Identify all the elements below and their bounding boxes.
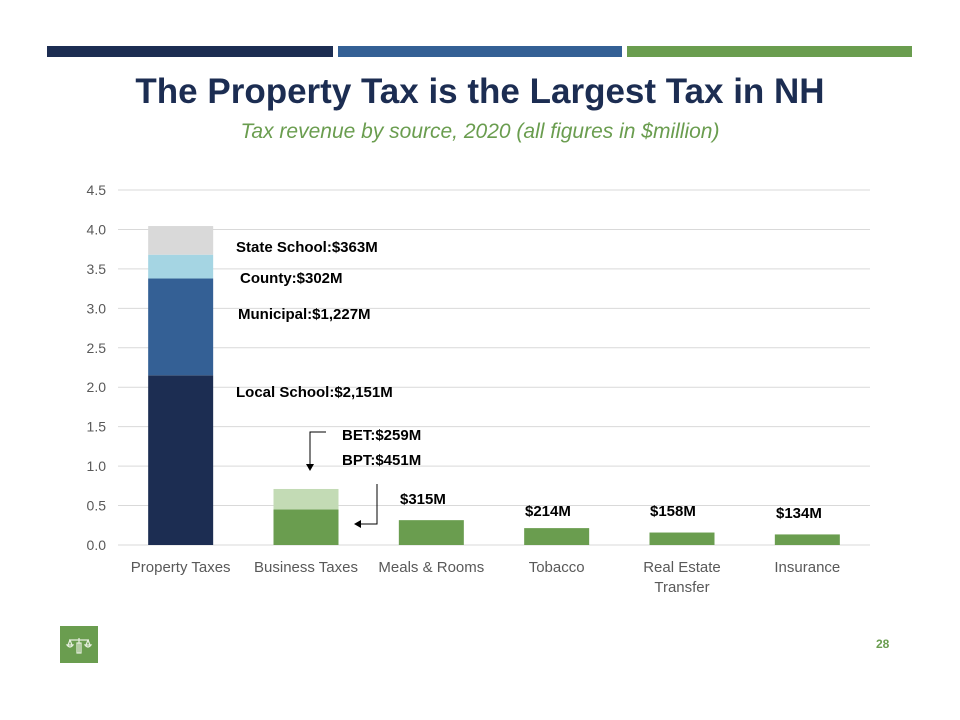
scales-of-justice-icon — [65, 638, 93, 654]
slide-title: The Property Tax is the Largest Tax in N… — [135, 72, 825, 111]
bet-arrow-line — [309, 431, 326, 465]
data-labels: State School:$363M County:$302M Municipal:… — [236, 239, 822, 522]
y-tick-label: 2.5 — [87, 340, 107, 356]
x-category-label: Transfer — [654, 579, 709, 596]
y-tick-label: 1.0 — [87, 458, 107, 474]
data-label: County:$302M — [240, 270, 343, 287]
header-bar-navy — [47, 46, 333, 57]
y-tick-label: 1.5 — [87, 419, 107, 435]
data-label: $134M — [776, 505, 822, 522]
bar-segment-municipal — [148, 278, 214, 376]
bar-segment-tobacco — [524, 528, 590, 545]
header-bar-green — [627, 46, 912, 57]
y-tick-label: 4.5 — [87, 182, 107, 198]
bar-segment-real-estate-transfer — [649, 532, 715, 545]
bpt-arrow-line — [360, 484, 378, 525]
y-axis-ticks: 0.0 0.5 1.0 1.5 2.0 2.5 3.0 3.5 4.0 4.5 — [87, 182, 107, 553]
x-category-label: Real Estate — [643, 559, 721, 576]
x-category-label: Tobacco — [529, 559, 585, 576]
data-label: BPT:$451M — [342, 452, 421, 469]
y-tick-label: 4.0 — [87, 221, 107, 237]
y-tick-label: 0.0 — [87, 537, 107, 553]
bar-segment-county — [148, 254, 214, 279]
y-tick-label: 0.5 — [87, 498, 107, 514]
logo — [60, 626, 98, 663]
x-category-label: Meals & Rooms — [378, 559, 484, 576]
y-tick-label: 3.5 — [87, 261, 107, 277]
data-label: Local School:$2,151M — [236, 384, 393, 401]
bet-arrow-head — [306, 464, 314, 471]
data-label: $214M — [525, 503, 571, 520]
data-label: Municipal:$1,227M — [238, 306, 371, 323]
x-axis-labels: Property Taxes Business Taxes Meals & Room… — [131, 559, 840, 596]
data-label: State School:$363M — [236, 239, 378, 256]
bar-segment-local-school — [148, 375, 214, 545]
bar-segment-insurance — [774, 534, 840, 545]
bar-segment-meals-rooms — [398, 520, 464, 545]
callout-arrows — [306, 431, 378, 528]
data-label: BET:$259M — [342, 427, 421, 444]
x-category-label: Business Taxes — [254, 559, 358, 576]
x-category-label: Insurance — [774, 559, 840, 576]
bpt-arrow-head — [354, 520, 361, 528]
bars — [148, 226, 840, 545]
data-label: $315M — [400, 491, 446, 508]
bar-segment-bet — [273, 488, 339, 510]
x-category-label: Property Taxes — [131, 559, 231, 576]
bar-segment-bpt — [273, 509, 339, 545]
y-tick-label: 2.0 — [87, 379, 107, 395]
data-label: $158M — [650, 503, 696, 520]
bar-segment-state-school — [148, 226, 214, 255]
slide-subtitle: Tax revenue by source, 2020 (all figures… — [240, 120, 720, 143]
y-tick-label: 3.0 — [87, 300, 107, 316]
page-number: 28 — [876, 637, 890, 651]
header-bar-blue — [338, 46, 622, 57]
gridlines — [118, 189, 870, 546]
